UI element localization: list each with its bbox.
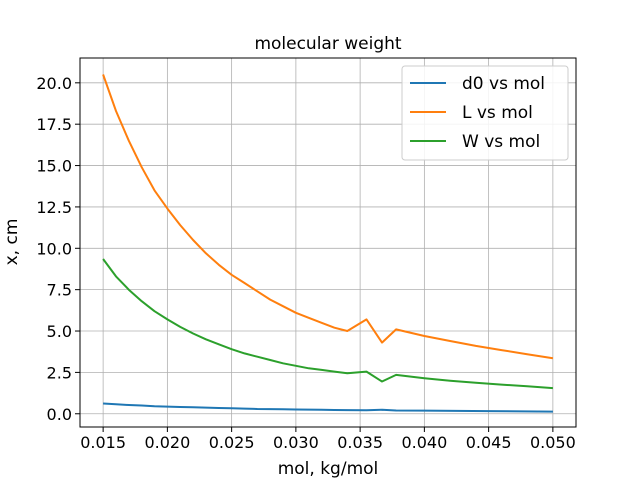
y-tick-label: 12.5 [36, 198, 72, 217]
y-axis-label: x, cm [2, 219, 22, 266]
y-tick-label: 20.0 [36, 74, 72, 93]
plot-frame [79, 57, 577, 428]
legend: d0 vs mol L vs mol W vs mol [401, 65, 569, 161]
series-line-1 [103, 402, 553, 413]
x-tick-label: 0.020 [144, 433, 190, 452]
y-tick-label: 2.5 [47, 363, 72, 382]
y-tick-label: 10.0 [36, 239, 72, 258]
x-axis: 0.015 0.020 0.025 0.030 0.035 0.040 0.045 0.050 [80, 427, 576, 452]
legend-label: W vs mol [462, 132, 540, 152]
y-tick-label: 17.5 [36, 115, 72, 134]
y-tick-label: 5.0 [47, 322, 72, 341]
x-axis-label: mol, kg/mol [278, 459, 379, 479]
series-layer [102, 74, 554, 413]
series-line-2 [102, 74, 554, 360]
y-axis: 0.0 2.5 5.0 7.5 10.0 12.5 15.0 17.5 20.0 [36, 74, 80, 424]
x-tick-label: 0.035 [337, 433, 383, 452]
legend-label: d0 vs mol [462, 74, 545, 94]
x-tick-label: 0.015 [80, 433, 126, 452]
legend-label: L vs mol [462, 103, 533, 123]
legend-box [401, 65, 569, 161]
y-tick-label: 0.0 [47, 405, 72, 424]
x-tick-label: 0.040 [401, 433, 447, 452]
y-tick-label: 15.0 [36, 157, 72, 176]
x-tick-label: 0.025 [209, 433, 255, 452]
x-tick-label: 0.030 [273, 433, 319, 452]
x-tick-label: 0.045 [466, 433, 512, 452]
series-line-3 [102, 258, 553, 390]
y-tick-label: 7.5 [47, 281, 72, 300]
x-tick-label: 0.050 [530, 433, 576, 452]
chart-title: molecular weight [254, 34, 401, 54]
